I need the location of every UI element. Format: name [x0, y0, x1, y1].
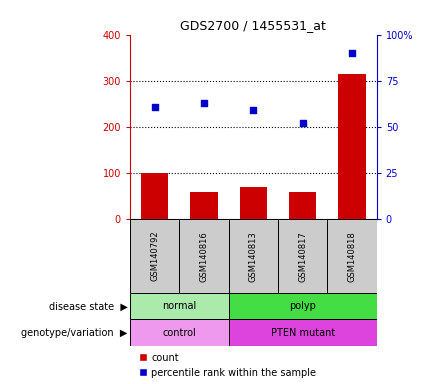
- Text: control: control: [162, 328, 196, 338]
- Bar: [191, 192, 217, 219]
- Text: PTEN mutant: PTEN mutant: [271, 328, 335, 338]
- Legend: count, percentile rank within the sample: count, percentile rank within the sample: [135, 349, 320, 382]
- Text: GSM140792: GSM140792: [150, 231, 159, 281]
- Text: GSM140818: GSM140818: [348, 231, 356, 281]
- Bar: [240, 187, 267, 219]
- Point: [250, 107, 257, 113]
- Bar: [327, 219, 377, 293]
- Point: [349, 50, 355, 56]
- Bar: [229, 293, 377, 319]
- Text: GSM140817: GSM140817: [298, 231, 307, 281]
- Bar: [179, 219, 229, 293]
- Text: genotype/variation  ▶: genotype/variation ▶: [21, 328, 127, 338]
- Text: polyp: polyp: [289, 301, 316, 311]
- Point: [200, 100, 207, 106]
- Title: GDS2700 / 1455531_at: GDS2700 / 1455531_at: [181, 19, 326, 32]
- Bar: [289, 192, 316, 219]
- Point: [151, 104, 158, 110]
- Point: [299, 120, 306, 126]
- Text: GSM140816: GSM140816: [200, 231, 208, 281]
- Text: disease state  ▶: disease state ▶: [48, 301, 127, 311]
- Bar: [229, 319, 377, 346]
- Bar: [130, 219, 179, 293]
- Bar: [130, 293, 229, 319]
- Text: GSM140813: GSM140813: [249, 231, 258, 281]
- Bar: [339, 74, 365, 219]
- Bar: [229, 219, 278, 293]
- Bar: [278, 219, 327, 293]
- Text: normal: normal: [162, 301, 197, 311]
- Bar: [141, 173, 168, 219]
- Bar: [130, 319, 229, 346]
